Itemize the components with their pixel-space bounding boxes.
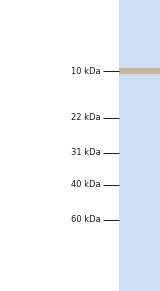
Text: 40 kDa: 40 kDa: [71, 180, 101, 189]
Text: 10 kDa: 10 kDa: [71, 67, 101, 76]
Text: 31 kDa: 31 kDa: [71, 148, 101, 157]
Bar: [119, 68, 160, 74]
Text: 22 kDa: 22 kDa: [71, 113, 101, 122]
Text: 60 kDa: 60 kDa: [71, 215, 101, 224]
Bar: [119, 0, 160, 291]
